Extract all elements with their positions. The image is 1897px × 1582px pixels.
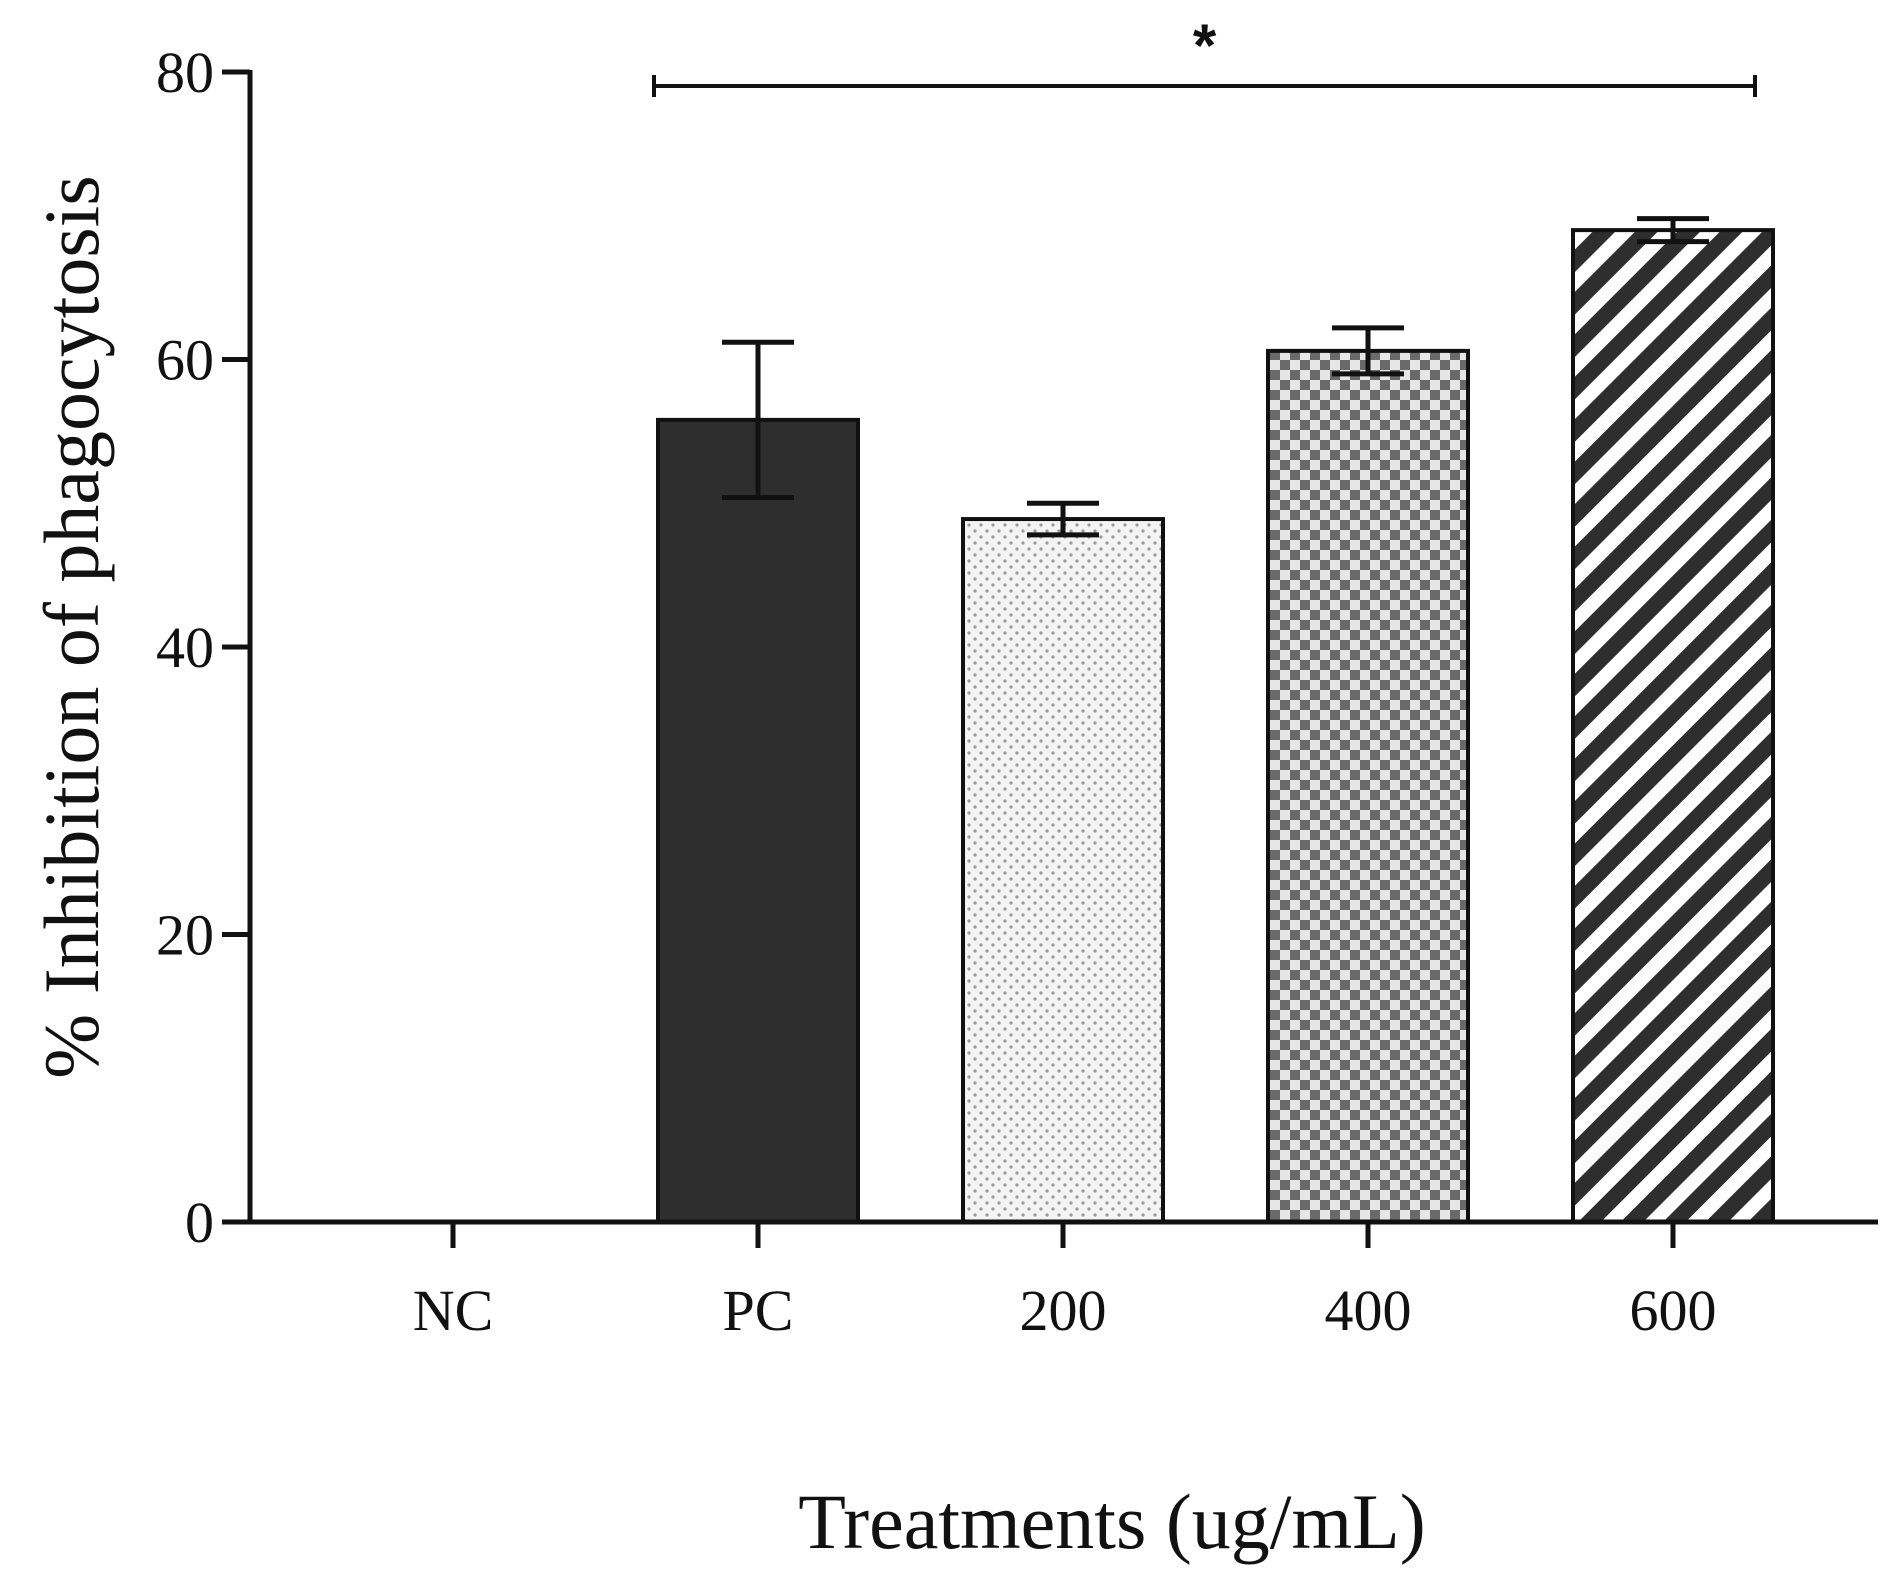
- y-axis-ticks: 0 20 40 60 80: [156, 40, 250, 1255]
- significance-bracket: *: [652, 12, 1757, 97]
- error-bar-400: [1332, 325, 1404, 377]
- bar-600: [1571, 228, 1775, 1224]
- x-tick-label: NC: [413, 1278, 494, 1343]
- error-bar-600: [1637, 216, 1709, 245]
- y-tick-label: 20: [156, 903, 214, 968]
- x-axis-ticks: NC PC 200 400 600: [413, 1222, 1717, 1343]
- bar-200: [961, 517, 1165, 1224]
- x-tick-label: 200: [1020, 1278, 1107, 1343]
- error-bar-200: [1027, 500, 1099, 538]
- error-bar-PC: [722, 339, 794, 500]
- x-tick-label: 400: [1325, 1278, 1412, 1343]
- x-tick-label: PC: [723, 1278, 794, 1343]
- x-axis-title: Treatments (ug/mL): [798, 1478, 1426, 1565]
- y-tick-label: 0: [185, 1190, 214, 1255]
- significance-star: *: [1193, 12, 1217, 79]
- bar-400: [1266, 348, 1470, 1224]
- bar-PC: [656, 417, 860, 1224]
- y-tick-label: 80: [156, 40, 214, 105]
- bars-group: [656, 228, 1775, 1224]
- y-axis-title: % Inhibition of phagocytosis: [28, 175, 115, 1078]
- x-tick-label: 600: [1630, 1278, 1717, 1343]
- error-bars-group: [722, 216, 1709, 538]
- y-tick-label: 60: [156, 328, 214, 393]
- y-tick-label: 40: [156, 615, 214, 680]
